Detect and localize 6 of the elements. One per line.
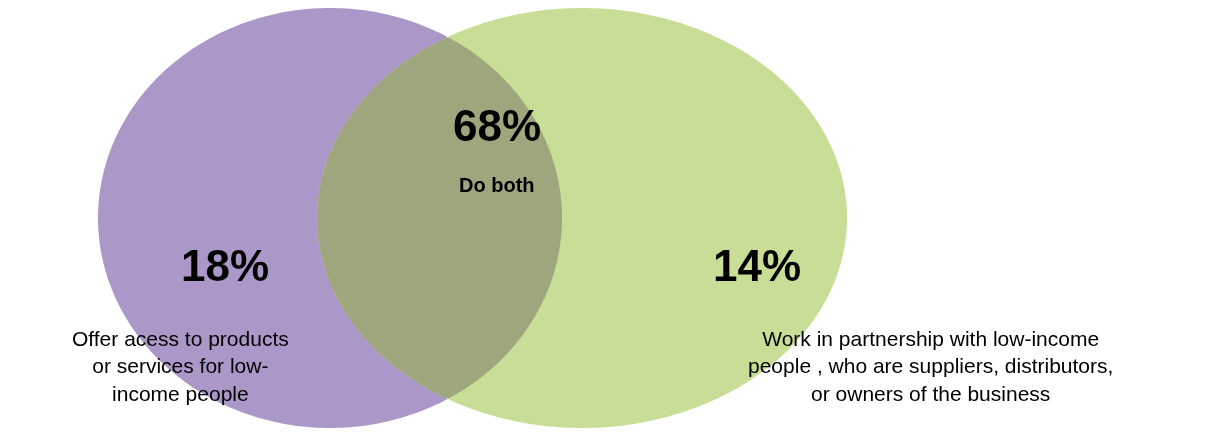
- data-label: 18%: [181, 241, 270, 290]
- category-label: Do both: [459, 174, 535, 196]
- data-label: 14%: [713, 241, 802, 290]
- data-label: 68%: [453, 101, 542, 150]
- category-label: Work in partnership with low-income people , who are suppliers, distributors, or owners of the business: [748, 327, 1114, 405]
- category-label: Offer acess to products or services for low- income people: [72, 327, 289, 405]
